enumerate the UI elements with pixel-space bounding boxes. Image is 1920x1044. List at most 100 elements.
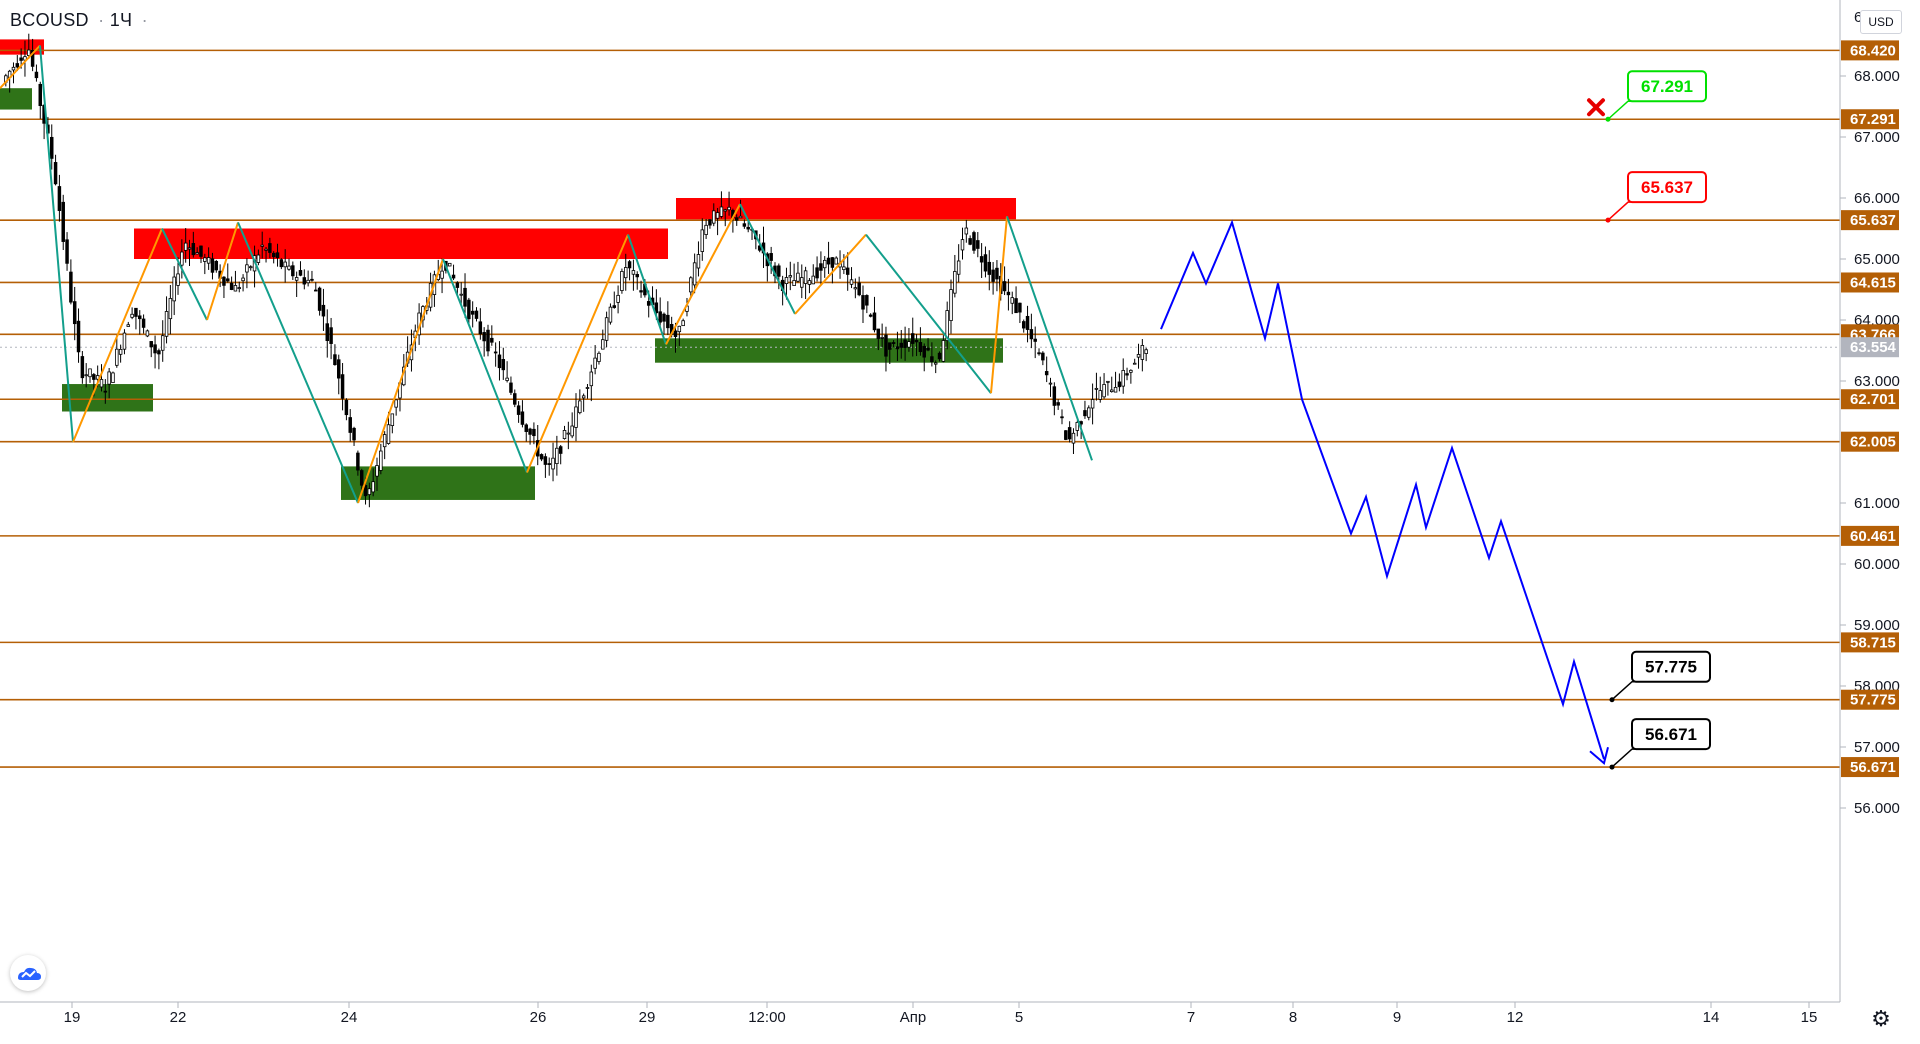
candle-body	[1056, 402, 1060, 406]
candle-body	[271, 252, 276, 258]
candle-body	[191, 243, 196, 256]
candle-body	[92, 374, 96, 380]
candle-body	[1060, 416, 1064, 419]
candle-body	[995, 267, 999, 280]
tradingview-cloud-icon[interactable]	[10, 955, 46, 991]
level-price-badge	[1841, 109, 1899, 130]
candle-body	[941, 340, 946, 362]
interval-label: 1Ч	[109, 10, 133, 30]
candle-body	[509, 382, 513, 393]
candle-body	[268, 243, 272, 253]
candle-body	[107, 371, 111, 385]
candle-body	[256, 254, 261, 263]
candle-body	[658, 311, 662, 323]
candle-body	[248, 266, 253, 269]
candle-body	[226, 278, 230, 282]
candle-body	[333, 354, 337, 366]
candle-body	[845, 267, 850, 275]
candle-body	[884, 334, 888, 357]
candle-body	[130, 313, 134, 318]
time-tick-label: 12	[1507, 1009, 1524, 1026]
callout-anchor-dot	[1605, 116, 1611, 122]
candle-body	[807, 280, 812, 285]
current-price-badge	[1841, 337, 1899, 358]
currency-badge[interactable]: USD	[1860, 10, 1902, 34]
candle-body	[1125, 373, 1129, 376]
candle-body	[842, 266, 846, 271]
candle-body	[1083, 410, 1087, 417]
candle-body	[822, 259, 827, 269]
candle-body	[149, 341, 153, 348]
candle-body	[662, 313, 666, 322]
candle-body	[187, 247, 192, 250]
candle-body	[172, 276, 176, 302]
candle-body	[528, 428, 532, 435]
candle-body	[283, 261, 287, 268]
time-tick-label: 5	[1015, 1009, 1023, 1026]
candle-body	[796, 272, 800, 282]
candle-body	[1006, 291, 1011, 296]
supply-zone	[676, 198, 1016, 220]
candle-body	[134, 307, 138, 317]
candle-body	[199, 245, 203, 257]
candle-body	[616, 294, 620, 303]
plot-area[interactable]	[0, 0, 1840, 1002]
candle-body	[1129, 369, 1133, 373]
callout-label: 67.291	[1641, 77, 1693, 96]
candle-body	[727, 206, 731, 211]
candle-body	[157, 350, 161, 355]
candle-body	[608, 306, 613, 323]
gear-icon[interactable]: ⚙	[1871, 1006, 1891, 1031]
candle-body	[681, 320, 685, 327]
candle-body	[50, 136, 54, 159]
candle-body	[310, 278, 314, 281]
candle-body	[168, 298, 173, 320]
candle-body	[375, 465, 379, 477]
candle-body	[968, 238, 972, 245]
zigzag-up-segment	[794, 233, 867, 315]
candle-body	[830, 257, 835, 268]
candle-body	[1014, 298, 1018, 314]
candle-body	[111, 372, 115, 384]
candle-body	[620, 271, 624, 291]
candle-body	[245, 264, 249, 273]
zigzag-up-segment	[206, 222, 239, 321]
zigzag-down-segment	[237, 222, 359, 504]
candle-body	[1098, 390, 1102, 400]
candle-body	[911, 333, 915, 344]
candle-body	[298, 270, 303, 276]
zigzag-down-segment	[161, 228, 208, 321]
time-tick-label: 24	[341, 1009, 358, 1026]
candle-body	[160, 335, 165, 351]
candle-body	[72, 301, 77, 325]
candle-body	[784, 277, 789, 285]
candle-body	[987, 261, 992, 275]
callout-box	[1627, 70, 1707, 103]
candle-body	[555, 447, 559, 465]
candle-body	[964, 227, 969, 235]
candle-body	[352, 427, 356, 441]
candle-body	[84, 374, 88, 377]
candle-body	[520, 411, 525, 425]
candle-body	[819, 263, 823, 271]
candle-body	[865, 295, 869, 306]
candle-body	[122, 332, 127, 350]
candle-body	[719, 206, 724, 217]
time-axis[interactable]: 19 22 24 26 29 12:00 Апр 5 7 8 9 12 14 15	[64, 1002, 1818, 1026]
price-axis[interactable]: 68.00067.00066.00065.00064.00063.00061.0…	[1840, 9, 1900, 817]
candle-body	[30, 50, 35, 67]
candle-body	[379, 450, 383, 471]
candle-body	[604, 317, 609, 341]
symbol-title[interactable]: BCOUSD · 1Ч ·	[10, 10, 148, 31]
candle-body	[1113, 386, 1118, 393]
callout-anchor-dot	[1605, 217, 1611, 223]
candle-body	[382, 434, 387, 448]
level-price-badge	[1841, 431, 1899, 452]
candle-body	[486, 329, 490, 352]
zigzag-up-segment	[665, 203, 741, 345]
candle-body	[960, 239, 965, 251]
candle-body	[76, 320, 81, 353]
candle-body	[325, 323, 330, 341]
